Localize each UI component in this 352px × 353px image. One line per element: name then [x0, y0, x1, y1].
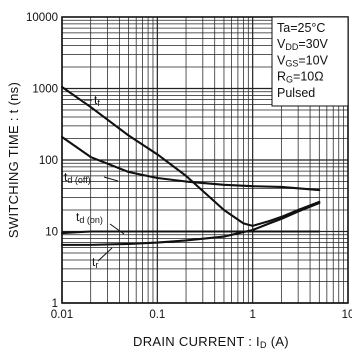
- series-leader-line: [103, 176, 119, 182]
- series-curves: [60, 85, 321, 246]
- series-label: tf: [94, 93, 100, 108]
- condition-line: VGS=10V: [277, 53, 329, 68]
- x-tick-label: 0.1: [149, 309, 165, 321]
- condition-line: Ta=25°C: [277, 21, 325, 35]
- series-leader-line: [97, 247, 113, 262]
- condition-line: VDD=30V: [277, 37, 329, 52]
- series-label: tr: [92, 255, 98, 270]
- series-line-0: [60, 85, 321, 227]
- y-tick-label: 10000: [26, 12, 58, 24]
- y-axis-title: SWITCHING TIME : t (ns): [6, 82, 21, 238]
- condition-line: RG=10Ω: [277, 70, 324, 85]
- y-tick-label: 1000: [32, 84, 58, 96]
- y-tick-label: 10: [45, 227, 58, 239]
- x-axis-title: DRAIN CURRENT : ID (A): [133, 334, 289, 350]
- y-tick-label: 1: [52, 298, 58, 310]
- series-line-1: [60, 135, 321, 192]
- series-label: td (on): [76, 210, 103, 225]
- plot-frame: [61, 16, 349, 304]
- x-tick-label: 1: [249, 309, 255, 321]
- tick-labels: 0.01 0.1 1 10 1 10 100 1000 10000: [26, 12, 352, 321]
- series-line-2: [60, 230, 321, 235]
- series-leader-line: [109, 223, 125, 235]
- x-tick-label: 10: [342, 309, 352, 321]
- series-label: td (off): [64, 170, 91, 185]
- series-labels: tf td (off) td (on) tr: [64, 93, 125, 270]
- x-tick-label: 0.01: [51, 309, 73, 321]
- y-tick-label: 100: [39, 155, 58, 167]
- series-line-3: [60, 202, 321, 246]
- condition-line: Pulsed: [277, 86, 315, 100]
